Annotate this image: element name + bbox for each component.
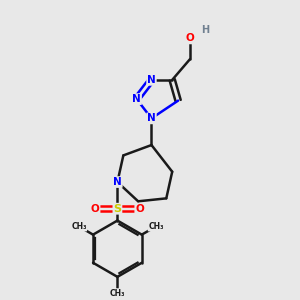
- Text: N: N: [147, 113, 156, 123]
- Text: N: N: [132, 94, 141, 104]
- Text: O: O: [135, 204, 144, 214]
- Text: S: S: [113, 204, 122, 214]
- Text: CH₃: CH₃: [110, 289, 125, 298]
- Text: CH₃: CH₃: [148, 222, 164, 231]
- Text: O: O: [91, 204, 100, 214]
- Text: CH₃: CH₃: [71, 222, 87, 231]
- Text: N: N: [113, 177, 122, 187]
- Text: O: O: [186, 33, 194, 43]
- Text: N: N: [147, 75, 156, 85]
- Text: H: H: [201, 25, 209, 34]
